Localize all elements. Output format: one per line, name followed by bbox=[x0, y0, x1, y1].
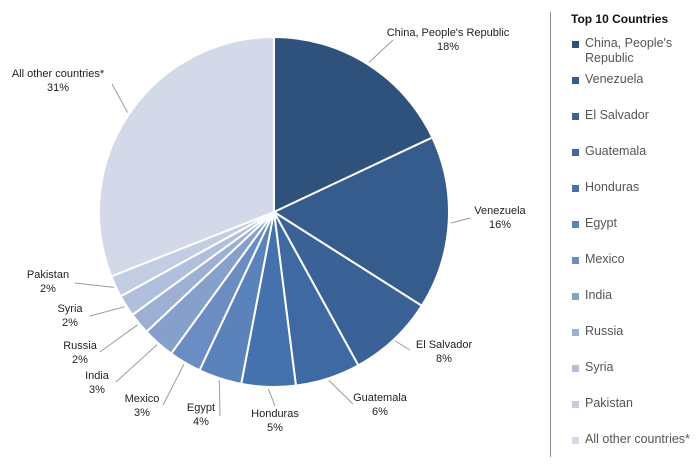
slice-label-percent: 5% bbox=[267, 422, 283, 434]
legend-swatch bbox=[572, 41, 579, 48]
legend-item-guatemala: Guatemala bbox=[571, 144, 695, 180]
legend-label: Venezuela bbox=[585, 72, 644, 86]
slice-label-percent: 16% bbox=[489, 219, 511, 231]
slice-label-egypt: Egypt 4% bbox=[187, 402, 215, 428]
slice-label-percent: 4% bbox=[193, 416, 209, 428]
legend-item-pakistan: Pakistan bbox=[571, 396, 695, 432]
slice-label-percent: 18% bbox=[437, 41, 459, 53]
legend-swatch bbox=[572, 185, 579, 192]
slice-label-name: Syria bbox=[57, 303, 83, 315]
legend-title: Top 10 Countries bbox=[571, 12, 669, 26]
legend-label: Pakistan bbox=[585, 396, 633, 410]
slice-label-name: Mexico bbox=[125, 393, 160, 405]
legend-label: Syria bbox=[585, 360, 614, 374]
slice-label-guatemala: Guatemala 6% bbox=[353, 392, 408, 418]
slice-label-china-people-s-republic: China, People's Republic 18% bbox=[387, 27, 510, 53]
pie-chart: China, People's Republic 18% Venezuela 16% E… bbox=[12, 27, 527, 434]
legend-label: Honduras bbox=[585, 180, 640, 194]
legend-label: Guatemala bbox=[585, 144, 647, 158]
slice-label-percent: 3% bbox=[89, 384, 105, 396]
slice-label-pakistan: Pakistan 2% bbox=[27, 269, 69, 295]
legend-item-honduras: Honduras bbox=[571, 180, 695, 216]
legend-swatch bbox=[572, 221, 579, 228]
slice-label-india: India 3% bbox=[85, 370, 110, 396]
slice-label-name: Venezuela bbox=[474, 205, 526, 217]
slice-label-russia: Russia 2% bbox=[63, 340, 98, 366]
leader-line-venezuela bbox=[450, 217, 471, 224]
legend-label: El Salvador bbox=[585, 108, 649, 122]
legend-item-syria: Syria bbox=[571, 360, 695, 396]
pie-slices bbox=[98, 35, 450, 388]
legend-label: Mexico bbox=[585, 252, 625, 266]
slice-label-percent: 3% bbox=[134, 407, 150, 419]
leader-line-egypt bbox=[218, 380, 221, 417]
legend-swatch bbox=[572, 293, 579, 300]
slice-label-percent: 2% bbox=[40, 283, 56, 295]
slice-label-name: Honduras bbox=[251, 408, 299, 420]
legend: Top 10 Countries China, People's Republi… bbox=[571, 12, 695, 468]
leader-line-mexico bbox=[162, 364, 185, 406]
pie-slice-venezuela bbox=[271, 136, 450, 308]
legend-item-india: India bbox=[571, 288, 695, 324]
slice-label-name: India bbox=[85, 370, 110, 382]
pie-slice-china-people-s-republic bbox=[273, 35, 434, 214]
legend-swatch bbox=[572, 365, 579, 372]
slice-label-name: Guatemala bbox=[353, 392, 408, 404]
slice-label-syria: Syria 2% bbox=[57, 303, 83, 329]
legend-swatch bbox=[572, 401, 579, 408]
pie-slice-all-other-countries bbox=[98, 35, 275, 278]
slice-label-honduras: Honduras 5% bbox=[251, 408, 299, 434]
legend-item-venezuela: Venezuela bbox=[571, 72, 695, 108]
leader-line-honduras bbox=[267, 388, 276, 407]
legend-divider bbox=[550, 12, 551, 457]
leader-line-china-people-s-republic bbox=[368, 39, 394, 63]
legend-items: China, People's Republic Venezuela El Salv… bbox=[571, 36, 695, 468]
leader-line-pakistan bbox=[74, 282, 114, 288]
leader-line-russia bbox=[99, 324, 138, 353]
slice-labels: China, People's Republic 18% Venezuela 16% E… bbox=[12, 27, 527, 434]
legend-swatch bbox=[572, 77, 579, 84]
legend-item-el-salvador: El Salvador bbox=[571, 108, 695, 144]
slice-label-percent: 2% bbox=[62, 317, 78, 329]
legend-label: India bbox=[585, 288, 613, 302]
slice-label-percent: 31% bbox=[47, 82, 69, 94]
leader-line-el-salvador bbox=[394, 340, 411, 351]
slice-label-mexico: Mexico 3% bbox=[125, 393, 160, 419]
legend-item-egypt: Egypt bbox=[571, 216, 695, 252]
slice-label-venezuela: Venezuela 16% bbox=[474, 205, 526, 231]
legend-item-china-people-s-republic: China, People's Republic bbox=[571, 36, 695, 72]
leader-line-india bbox=[115, 344, 158, 383]
slice-label-el-salvador: El Salvador 8% bbox=[416, 339, 473, 365]
slice-label-name: El Salvador bbox=[416, 339, 473, 351]
slice-label-name: All other countries* bbox=[12, 68, 105, 80]
leader-lines bbox=[74, 39, 471, 417]
legend-item-russia: Russia bbox=[571, 324, 695, 360]
slice-label-name: Pakistan bbox=[27, 269, 69, 281]
legend-swatch bbox=[572, 329, 579, 336]
legend-label: Russia bbox=[585, 324, 624, 338]
slice-label-name: Russia bbox=[63, 340, 98, 352]
legend-swatch bbox=[572, 437, 579, 444]
slice-label-all-other-countries: All other countries* 31% bbox=[12, 68, 105, 94]
legend-swatch bbox=[572, 113, 579, 120]
slice-label-percent: 6% bbox=[372, 406, 388, 418]
legend-label: China, People's Republic bbox=[585, 36, 673, 65]
legend-item-mexico: Mexico bbox=[571, 252, 695, 288]
legend-label: Egypt bbox=[585, 216, 617, 230]
leader-line-syria bbox=[89, 306, 125, 317]
leader-line-guatemala bbox=[328, 379, 354, 405]
legend-label: All other countries* bbox=[585, 432, 690, 446]
slice-label-name: Egypt bbox=[187, 402, 215, 414]
legend-swatch bbox=[572, 149, 579, 156]
leader-line-all-other-countries bbox=[111, 83, 129, 113]
legend-item-all-other-countries: All other countries* bbox=[571, 432, 695, 468]
legend-swatch bbox=[572, 257, 579, 264]
slice-label-percent: 2% bbox=[72, 354, 88, 366]
slice-label-percent: 8% bbox=[436, 353, 452, 365]
slice-label-name: China, People's Republic bbox=[387, 27, 510, 39]
